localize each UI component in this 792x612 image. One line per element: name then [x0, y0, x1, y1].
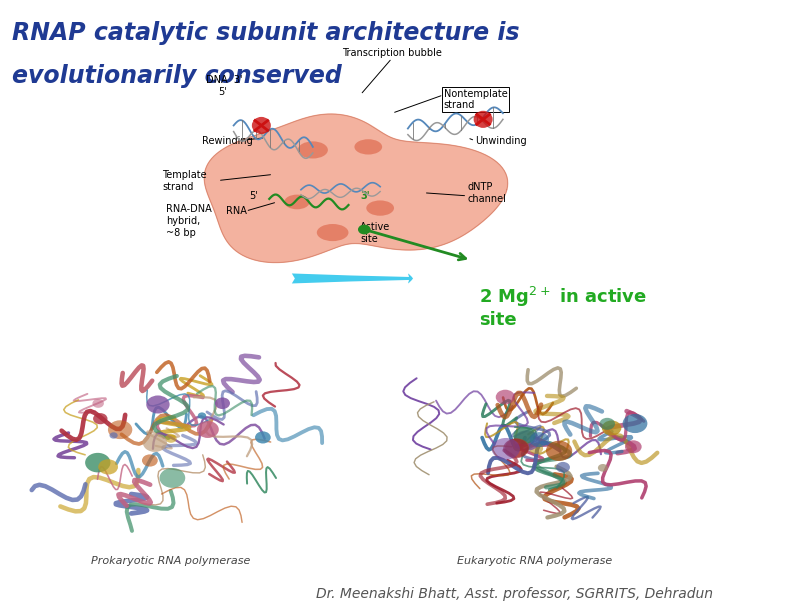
- Text: Prokaryotic RNA polymerase: Prokaryotic RNA polymerase: [90, 556, 250, 566]
- Circle shape: [503, 439, 528, 458]
- Circle shape: [93, 413, 108, 424]
- Ellipse shape: [474, 111, 493, 128]
- Circle shape: [556, 462, 570, 472]
- Polygon shape: [204, 114, 508, 263]
- Text: DNA  3': DNA 3': [206, 75, 242, 84]
- Text: 2 Mg$^{2+}$ in active
site: 2 Mg$^{2+}$ in active site: [479, 285, 647, 329]
- Circle shape: [513, 430, 540, 451]
- Circle shape: [598, 464, 607, 472]
- Text: Template
strand: Template strand: [162, 170, 207, 192]
- Text: RNAP catalytic subunit architecture is: RNAP catalytic subunit architecture is: [12, 21, 520, 45]
- Circle shape: [85, 453, 110, 472]
- Circle shape: [546, 441, 572, 461]
- Circle shape: [198, 412, 206, 419]
- Circle shape: [625, 440, 642, 453]
- Circle shape: [108, 420, 132, 439]
- Text: Rewinding: Rewinding: [202, 136, 253, 146]
- Text: Transcription bubble: Transcription bubble: [342, 48, 442, 58]
- Circle shape: [255, 431, 271, 444]
- Text: RNA-DNA
hybrid,
~8 bp: RNA-DNA hybrid, ~8 bp: [166, 204, 212, 237]
- Circle shape: [602, 420, 622, 436]
- Circle shape: [143, 433, 167, 452]
- Text: Nontemplate
strand: Nontemplate strand: [444, 89, 507, 110]
- Text: dNTP
channel: dNTP channel: [467, 182, 506, 204]
- Text: 5': 5': [218, 87, 227, 97]
- Text: 3': 3': [360, 191, 370, 201]
- Text: evolutionarily conserved: evolutionarily conserved: [12, 64, 341, 88]
- Circle shape: [166, 434, 177, 443]
- Circle shape: [513, 427, 535, 444]
- Circle shape: [358, 225, 371, 234]
- Circle shape: [623, 414, 647, 433]
- Ellipse shape: [298, 141, 328, 159]
- Circle shape: [492, 438, 520, 460]
- Circle shape: [197, 421, 219, 438]
- Text: Eukaryotic RNA polymerase: Eukaryotic RNA polymerase: [457, 556, 612, 566]
- Text: Active
site: Active site: [360, 222, 390, 244]
- Text: 5': 5': [249, 191, 258, 201]
- Circle shape: [93, 399, 104, 408]
- Circle shape: [530, 432, 549, 447]
- Circle shape: [109, 432, 118, 439]
- Ellipse shape: [317, 224, 348, 241]
- Circle shape: [215, 397, 230, 409]
- Text: Unwinding: Unwinding: [475, 136, 527, 146]
- Circle shape: [98, 459, 118, 474]
- Circle shape: [600, 418, 615, 430]
- Text: Dr. Meenakshi Bhatt, Asst. professor, SGRRITS, Dehradun: Dr. Meenakshi Bhatt, Asst. professor, SG…: [316, 587, 714, 601]
- Ellipse shape: [252, 117, 271, 134]
- Circle shape: [159, 468, 185, 488]
- Circle shape: [529, 443, 543, 454]
- Ellipse shape: [355, 140, 383, 154]
- Ellipse shape: [284, 195, 310, 209]
- Circle shape: [147, 395, 169, 414]
- Text: RNA: RNA: [226, 206, 246, 216]
- Circle shape: [505, 438, 529, 457]
- Circle shape: [496, 390, 515, 405]
- Circle shape: [142, 454, 158, 466]
- Ellipse shape: [366, 201, 394, 216]
